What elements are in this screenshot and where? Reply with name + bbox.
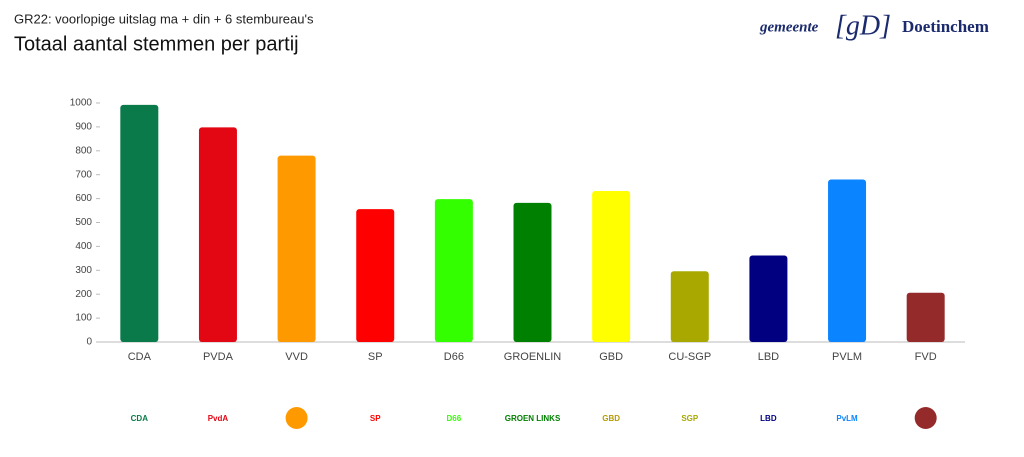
- x-tick-label: GBD: [599, 351, 623, 363]
- bar: [513, 202, 552, 342]
- bar: [277, 155, 316, 342]
- party-logo: CDA: [131, 414, 149, 423]
- bar: [828, 179, 867, 342]
- bar: [198, 127, 237, 343]
- bar: [120, 104, 159, 342]
- brand-prefix: gemeente: [759, 19, 819, 35]
- x-tick-label: D66: [444, 351, 464, 363]
- party-logo: SP: [370, 414, 381, 423]
- y-tick-label: 100: [75, 313, 92, 324]
- party-logo: GBD: [602, 414, 620, 423]
- chart-title: Totaal aantal stemmen per partij: [14, 33, 299, 55]
- y-tick-label: 800: [75, 145, 92, 156]
- y-tick-label: 500: [75, 217, 92, 228]
- party-logo: PvdA: [208, 414, 229, 423]
- y-tick-label: 1000: [70, 98, 93, 109]
- bar: [670, 271, 709, 342]
- brand-mark: [gD]: [835, 10, 891, 41]
- y-tick-label: 300: [75, 265, 92, 276]
- y-tick-label: 200: [75, 289, 92, 300]
- x-tick-label: CDA: [128, 351, 152, 363]
- bar: [434, 199, 473, 342]
- party-logo: LBD: [760, 414, 777, 423]
- y-tick-label: 400: [75, 241, 92, 252]
- y-tick-label: 600: [75, 193, 92, 204]
- y-tick-label: 700: [75, 169, 92, 180]
- party-logo: PvLM: [836, 414, 858, 423]
- bar: [749, 255, 788, 342]
- bar: [356, 209, 395, 342]
- x-tick-label: VVD: [285, 351, 308, 363]
- bar: [906, 292, 945, 342]
- bar: [592, 190, 631, 342]
- party-logo: SGP: [681, 414, 699, 423]
- brand-name: Doetinchem: [902, 17, 989, 36]
- party-logo: GROEN LINKS: [505, 414, 561, 423]
- x-tick-label: GROENLIN: [504, 351, 562, 363]
- x-tick-label: SP: [368, 351, 383, 363]
- x-tick-label: CU-SGP: [668, 351, 711, 363]
- chart-subtitle: GR22: voorlopige uitslag ma + din + 6 st…: [14, 11, 314, 26]
- y-tick-label: 0: [86, 337, 92, 348]
- party-logo: [914, 407, 937, 429]
- party-logo: D66: [447, 414, 462, 423]
- x-tick-label: PVDA: [203, 351, 234, 363]
- party-logo: [285, 407, 308, 429]
- x-tick-label: PVLM: [832, 351, 862, 363]
- y-tick-label: 900: [75, 122, 92, 133]
- x-tick-label: FVD: [915, 351, 937, 363]
- x-tick-label: LBD: [758, 351, 779, 363]
